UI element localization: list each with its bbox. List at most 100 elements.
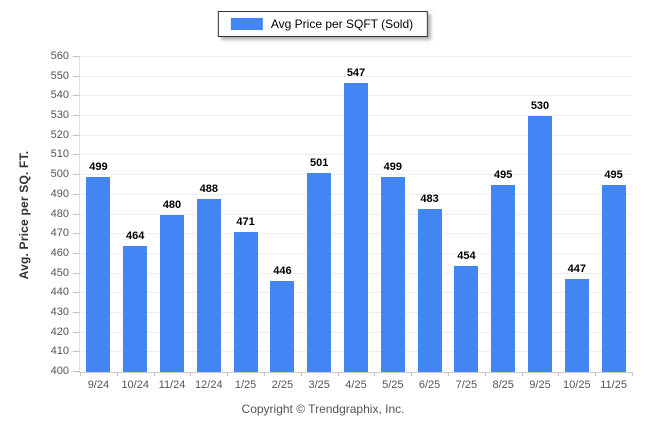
bar xyxy=(528,116,552,372)
x-axis-tick-label: 12/24 xyxy=(195,379,223,391)
x-axis-tick-label: 1/25 xyxy=(234,379,257,391)
x-axis-tick-label: 8/25 xyxy=(492,379,514,391)
y-axis-tick xyxy=(73,213,80,215)
x-axis-tick-label: 9/24 xyxy=(87,379,110,391)
y-axis-tick-label: 520 xyxy=(50,128,69,141)
bar-value-label: 495 xyxy=(494,168,513,181)
bar-value-label: 454 xyxy=(457,249,476,262)
x-axis-tick-label: 5/25 xyxy=(382,379,404,391)
y-axis-tick-label: 500 xyxy=(50,168,69,181)
y-axis-tick xyxy=(73,272,80,274)
bar-value-label: 447 xyxy=(567,263,586,276)
bar xyxy=(564,279,589,372)
gridline xyxy=(80,56,632,57)
y-axis-tick xyxy=(73,115,80,117)
x-axis-tick xyxy=(190,372,191,376)
y-axis-tick xyxy=(73,95,80,97)
y-axis-tick xyxy=(73,351,80,353)
y-axis-tick-label: 400 xyxy=(50,365,69,377)
y-axis-tick xyxy=(73,331,80,333)
y-axis-tick-label: 560 xyxy=(50,50,69,62)
x-axis-tick-label: 4/25 xyxy=(345,379,367,391)
y-axis-tick-label: 440 xyxy=(50,286,69,299)
y-axis-tick-label: 540 xyxy=(50,89,69,102)
y-axis-tick xyxy=(73,134,80,136)
y-axis-tick xyxy=(73,371,80,372)
y-axis-tick-label: 490 xyxy=(50,187,69,200)
y-axis-tick-label: 530 xyxy=(50,109,69,122)
bar-value-label: 530 xyxy=(530,100,550,113)
x-axis-tick-label: 10/24 xyxy=(121,379,149,391)
bar xyxy=(123,246,148,372)
gridline xyxy=(80,75,632,77)
y-axis-tick-label: 450 xyxy=(50,266,69,279)
y-axis-tick-label: 420 xyxy=(50,325,69,338)
bar xyxy=(454,265,479,372)
x-axis-tick-label: 11/24 xyxy=(158,379,186,391)
y-axis-tick xyxy=(73,233,80,235)
x-axis-tick-label: 9/25 xyxy=(529,379,551,391)
bar-value-label: 480 xyxy=(162,198,182,211)
y-axis-tick xyxy=(73,193,80,195)
x-axis-tick-label: 6/25 xyxy=(418,379,441,391)
bar-value-label: 488 xyxy=(199,182,218,195)
x-axis-tick-label: 11/25 xyxy=(600,379,627,391)
x-axis-tick xyxy=(154,372,155,376)
x-axis-tick xyxy=(80,372,81,376)
y-axis-tick xyxy=(73,56,80,57)
x-axis-tick xyxy=(595,372,596,376)
bar xyxy=(380,177,405,372)
x-axis-tick xyxy=(301,372,302,376)
plot-area: 400 410 420 430 440 450 460 470 480 490 500 510 520 5… xyxy=(51,51,633,391)
bar xyxy=(491,184,516,372)
x-axis-tick xyxy=(485,372,486,376)
x-axis-tick xyxy=(227,372,228,376)
y-axis-tick-label: 480 xyxy=(50,207,69,220)
bar xyxy=(270,281,295,372)
y-axis-tick-label: 510 xyxy=(50,148,69,161)
bar-value-label: 495 xyxy=(604,168,623,181)
y-axis-tick-label: 460 xyxy=(50,246,69,259)
x-axis-tick xyxy=(632,372,633,376)
bar xyxy=(160,214,184,372)
bar-value-label: 499 xyxy=(383,161,402,174)
bar-value-label: 501 xyxy=(310,157,329,170)
bar-value-label: 471 xyxy=(236,216,255,229)
y-axis-tick-label: 470 xyxy=(50,227,69,240)
legend: Avg Price per SQFT (Sold) xyxy=(217,11,429,37)
y-axis-tick xyxy=(73,75,80,77)
y-axis-tick-label: 430 xyxy=(50,305,69,318)
bar xyxy=(233,232,258,372)
x-axis-tick xyxy=(522,372,523,376)
bar xyxy=(344,82,368,372)
bar xyxy=(601,184,626,372)
bar-value-label: 464 xyxy=(126,230,145,242)
x-axis-tick xyxy=(338,372,339,376)
legend-label: Avg Price per SQFT (Sold) xyxy=(270,17,414,31)
x-axis-tick xyxy=(448,372,449,376)
x-axis-tick xyxy=(117,372,118,376)
copyright-text: Copyright © Trendgraphix, Inc. xyxy=(241,402,405,416)
x-axis-tick xyxy=(374,372,375,376)
x-axis-tick-label: 2/25 xyxy=(271,379,294,391)
x-axis-tick-label: 10/25 xyxy=(563,379,591,391)
legend-swatch-icon xyxy=(230,18,263,30)
y-axis-tick-label: 550 xyxy=(50,69,69,82)
bar xyxy=(196,198,221,372)
bar-value-label: 446 xyxy=(273,265,292,278)
y-axis-tick xyxy=(73,174,80,176)
bar-value-label: 483 xyxy=(420,192,439,205)
bar xyxy=(307,173,332,372)
x-axis-tick xyxy=(411,372,412,376)
bar xyxy=(86,177,111,372)
y-axis-tick xyxy=(73,252,80,254)
bar-value-label: 547 xyxy=(346,66,366,79)
x-axis-tick-label: 7/25 xyxy=(455,379,478,391)
y-axis-tick xyxy=(73,311,80,313)
y-axis-tick xyxy=(73,154,80,156)
y-axis-title: Avg. Price per SQ. FT. xyxy=(17,150,31,280)
x-axis-tick xyxy=(558,372,559,376)
y-axis-tick-label: 410 xyxy=(50,345,69,358)
y-axis-tick xyxy=(73,292,80,294)
